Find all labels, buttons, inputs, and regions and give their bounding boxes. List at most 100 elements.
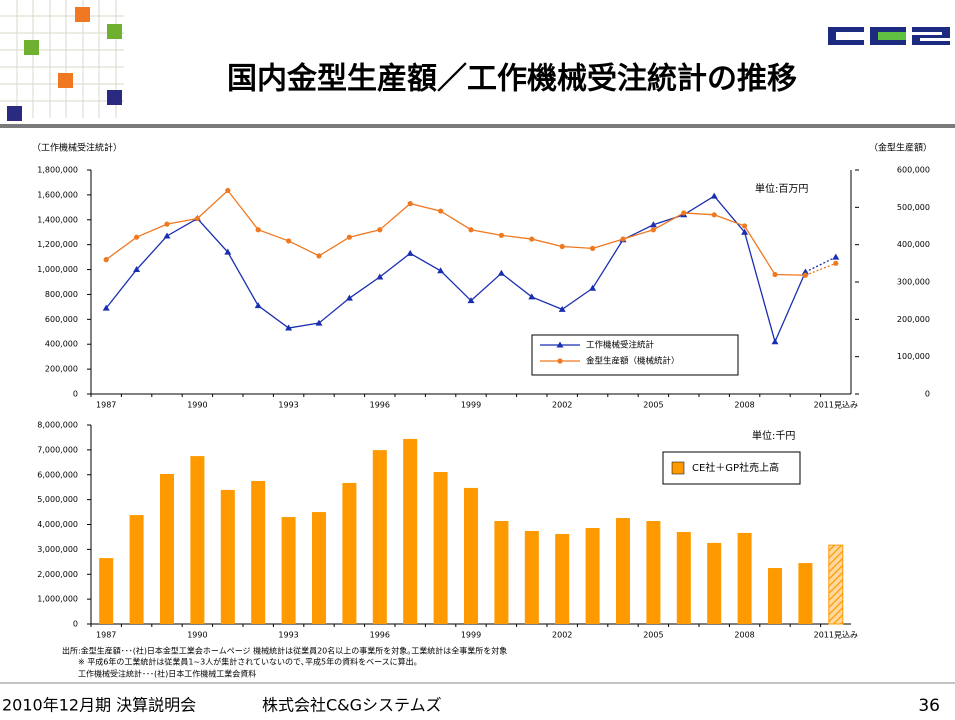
tick-label: 0 xyxy=(73,390,78,399)
point xyxy=(742,223,748,229)
y2-axis-label: （金型生産額） xyxy=(869,142,932,154)
tick-label: 0 xyxy=(925,390,930,399)
tick-label: 400,000 xyxy=(897,240,930,249)
x-tick-label: 1993 xyxy=(278,631,298,640)
point xyxy=(255,227,261,233)
bar xyxy=(768,568,782,624)
bar xyxy=(251,480,266,624)
series-line xyxy=(105,195,806,344)
bar xyxy=(312,512,326,624)
point xyxy=(710,192,718,199)
point xyxy=(558,305,566,312)
legend-label: 金型生産額（機械統計） xyxy=(586,356,680,367)
point xyxy=(406,249,414,256)
x-tick-label: 1987 xyxy=(96,631,116,640)
legend-marker xyxy=(557,358,563,364)
point xyxy=(650,227,657,233)
series-line xyxy=(105,189,806,276)
bar xyxy=(494,521,509,624)
legend-box xyxy=(662,451,801,485)
tick-label: 800,000 xyxy=(45,290,78,299)
tick-label: 6,000,000 xyxy=(37,470,78,479)
header-rule xyxy=(0,124,955,128)
x-tick-label: 2002 xyxy=(552,631,572,640)
bar xyxy=(160,474,174,624)
x-tick-label: 2008 xyxy=(734,401,754,410)
point xyxy=(771,338,779,345)
point xyxy=(498,232,504,238)
point xyxy=(315,319,323,326)
point xyxy=(590,245,596,251)
tick-label: 3,000,000 xyxy=(37,545,78,554)
tick-label: 200,000 xyxy=(897,315,930,324)
tick-label: 5,000,000 xyxy=(37,495,78,504)
point xyxy=(497,269,505,276)
point xyxy=(559,243,565,250)
projection-line xyxy=(805,262,837,276)
y-axis-label: （工作機械受注統計） xyxy=(32,142,122,154)
tick-label: 1,000,000 xyxy=(37,595,78,604)
tick-label: 8,000,000 xyxy=(37,421,78,430)
x-tick-label: 2011見込み xyxy=(814,631,858,640)
x-tick-label: 1987 xyxy=(96,401,116,410)
point xyxy=(316,253,322,259)
point xyxy=(407,201,413,207)
point xyxy=(133,266,141,273)
point xyxy=(163,232,171,239)
slide-title: 国内金型生産額／工作機械受注統計の推移 xyxy=(227,62,797,97)
tick-label: 100,000 xyxy=(897,352,930,361)
x-tick-label: 1999 xyxy=(461,401,481,410)
bar xyxy=(524,530,539,624)
tick-label: 4,000,000 xyxy=(37,520,78,529)
tick-label: 0 xyxy=(73,620,78,629)
bar xyxy=(828,544,844,625)
x-tick-label: 1996 xyxy=(370,631,390,640)
tick-label: 7,000,000 xyxy=(37,445,78,454)
mosaic xyxy=(0,0,124,121)
bar xyxy=(129,515,144,624)
x-tick-label: 1990 xyxy=(187,401,207,410)
x-tick-label: 2002 xyxy=(552,401,572,410)
point xyxy=(164,221,170,227)
bar xyxy=(676,531,691,624)
point xyxy=(802,272,809,278)
point xyxy=(772,271,778,278)
legend-label: 工作機械受注統計 xyxy=(586,340,655,351)
point xyxy=(620,236,626,242)
tick-label: 1,800,000 xyxy=(37,166,78,175)
point xyxy=(681,210,687,216)
bar xyxy=(646,521,661,624)
point xyxy=(589,284,597,291)
tick-label: 600,000 xyxy=(45,315,78,324)
tick-label: 1,400,000 xyxy=(37,215,78,224)
legend-swatch xyxy=(671,461,685,475)
tick-label: 500,000 xyxy=(897,203,930,212)
point xyxy=(345,294,353,301)
tick-label: 200,000 xyxy=(45,365,78,374)
legend-box xyxy=(531,334,739,376)
point xyxy=(468,227,474,233)
bar xyxy=(464,487,478,624)
point xyxy=(832,253,840,260)
x-tick-label: 1990 xyxy=(187,631,207,640)
point xyxy=(438,208,444,214)
tick-label: 1,000,000 xyxy=(37,265,78,274)
bar xyxy=(99,558,114,624)
x-tick-label: 2008 xyxy=(734,631,754,640)
point xyxy=(741,228,749,235)
footer-company: 株式会社C&Gシステムズ xyxy=(262,696,442,715)
point xyxy=(134,234,140,240)
legend-label: CE社＋GP社売上高 xyxy=(692,461,779,474)
footer-event: 2010年12月期 決算説明会 xyxy=(2,696,196,715)
point xyxy=(529,236,535,242)
x-tick-label: 1999 xyxy=(461,631,481,640)
legend-marker xyxy=(556,341,564,348)
x-tick-label: 2011見込み xyxy=(814,401,858,410)
point xyxy=(833,260,839,266)
point xyxy=(711,212,717,218)
tick-label: 300,000 xyxy=(897,278,930,287)
x-tick-label: 1996 xyxy=(370,401,390,410)
note: 出所:金型生産額･･･(社)日本金型工業会ホームページ 機械統計は従業員20名以… xyxy=(62,646,507,656)
page-number: 36 xyxy=(918,696,940,716)
